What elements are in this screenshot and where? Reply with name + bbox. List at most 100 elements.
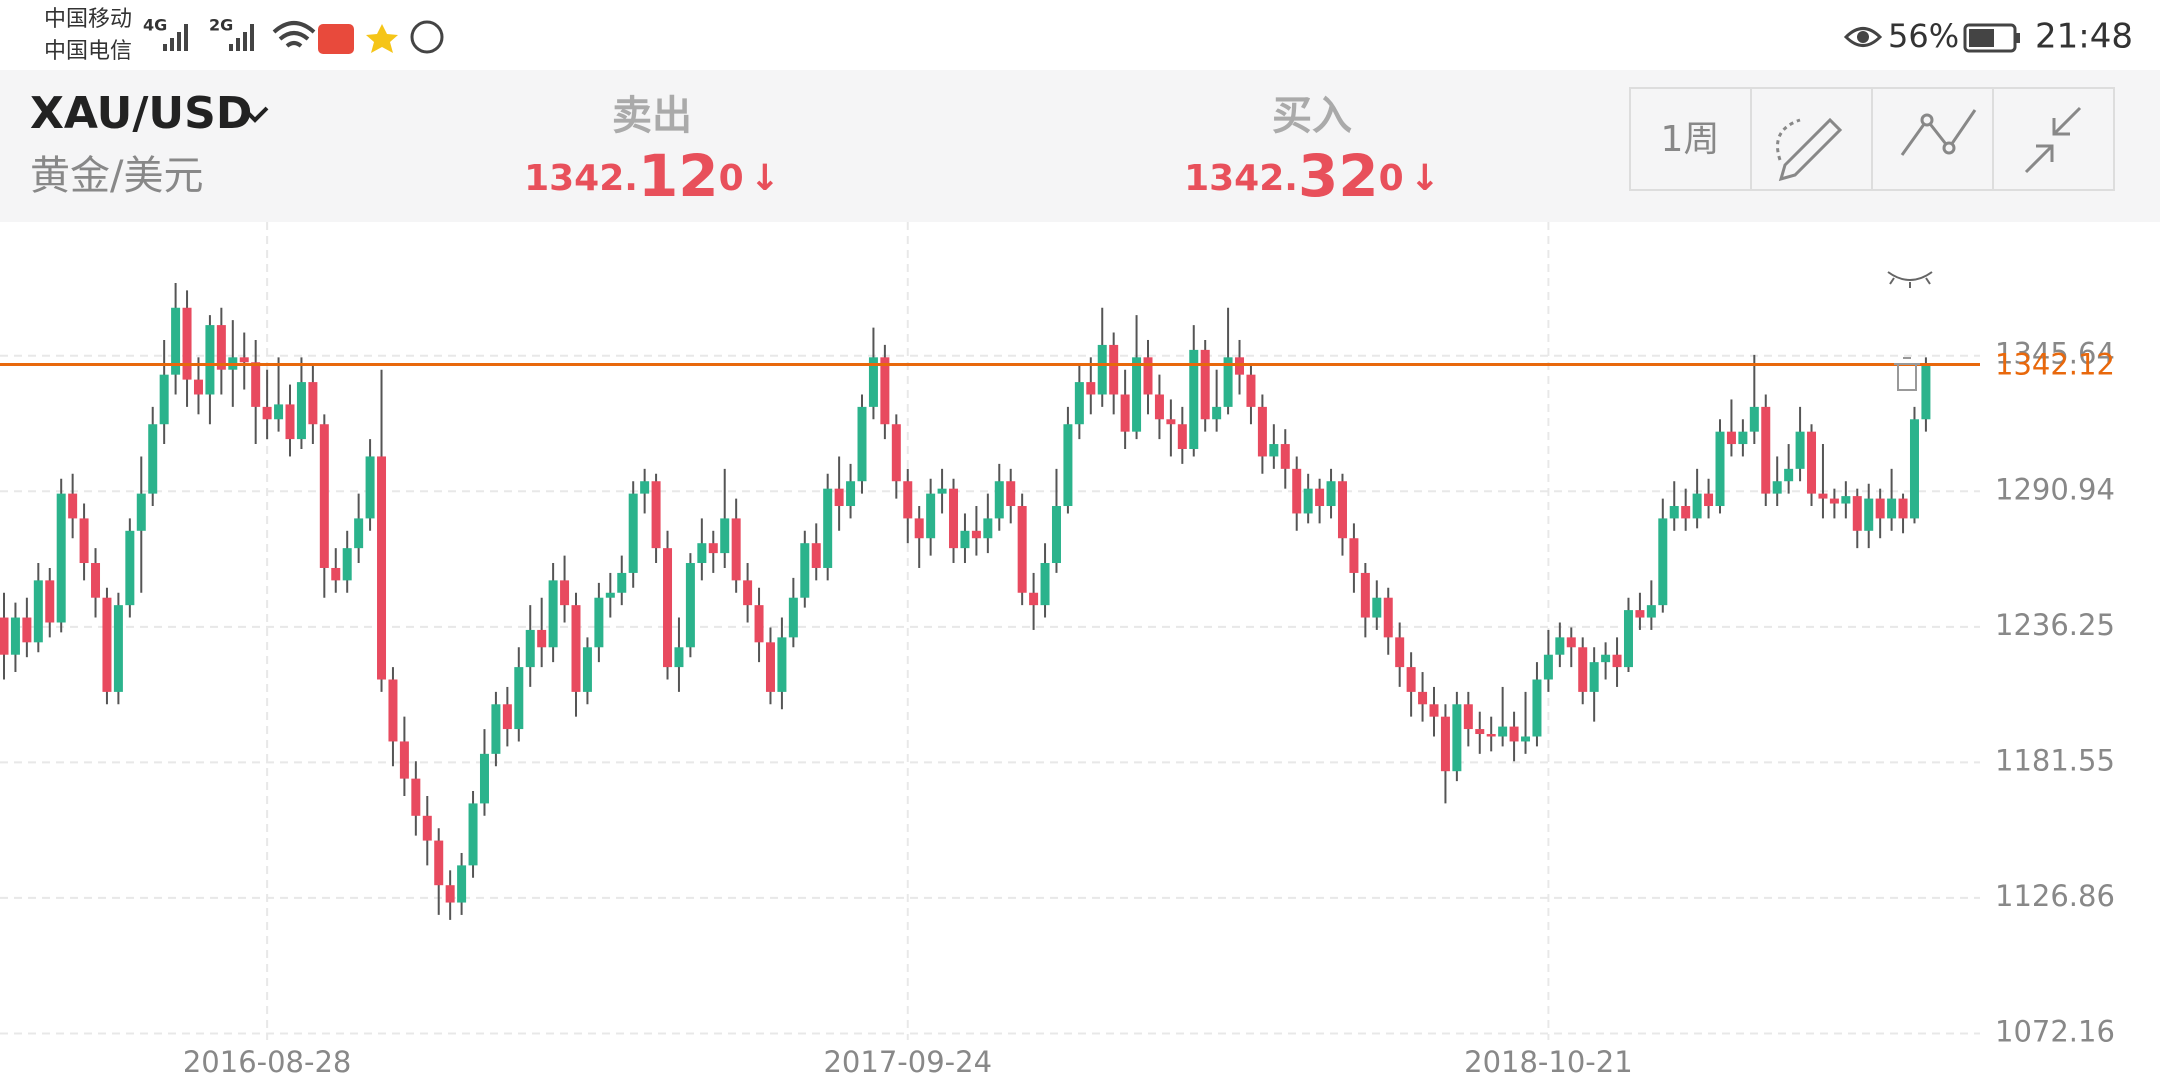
candle-body — [182, 307, 192, 380]
candle-body — [914, 518, 924, 539]
candle-body — [308, 382, 318, 425]
y-tick-label: 1290.94 — [1995, 472, 2115, 506]
candle-body — [1909, 419, 1919, 519]
candle-body — [537, 629, 547, 648]
candle-body — [239, 357, 249, 363]
candle-body — [1383, 597, 1393, 638]
candle-body — [674, 647, 684, 668]
candle-body — [1189, 349, 1199, 450]
candle-body — [365, 456, 375, 519]
x-tick-label: 2017-09-24 — [823, 1045, 992, 1079]
candle-body — [1337, 481, 1347, 539]
candle-body — [1257, 406, 1267, 457]
carrier: 中国移动 — [44, 7, 132, 32]
candle-body — [1406, 667, 1416, 692]
candle-body — [422, 815, 432, 841]
candle-body — [434, 840, 444, 886]
candle-body — [22, 617, 32, 643]
candle-body — [1418, 691, 1428, 705]
symbol-name: 黄金/美元 — [30, 153, 203, 199]
candle-body — [125, 530, 135, 606]
candle-body — [1132, 357, 1142, 432]
sell-label: 卖出 — [612, 93, 692, 139]
candle-body — [1120, 394, 1130, 432]
candle-body — [697, 543, 707, 564]
candle-body — [1303, 488, 1313, 514]
candle-body — [1543, 654, 1553, 680]
candle-body — [1292, 468, 1302, 514]
candle-body — [1029, 592, 1039, 606]
wifi-icon — [272, 21, 316, 48]
candle-body — [113, 605, 123, 692]
candle-body — [1852, 496, 1862, 531]
candle-body — [1509, 726, 1519, 742]
indicator-button[interactable] — [1900, 109, 1977, 156]
network-type: 2G — [209, 16, 233, 35]
candle-body — [319, 424, 329, 568]
dropdown-arrow[interactable] — [241, 106, 269, 123]
y-tick-label: 1126.86 — [1995, 879, 2115, 913]
candle-body — [1635, 610, 1645, 618]
candle-body — [1109, 344, 1119, 395]
network-type: 4G — [143, 16, 167, 35]
price-part: 0 — [1379, 158, 1404, 199]
candle-body — [1566, 637, 1576, 648]
x-tick-label: 2016-08-28 — [183, 1045, 352, 1079]
symbol[interactable]: XAU/USD — [30, 88, 252, 139]
candle-body — [949, 488, 959, 549]
period-button[interactable]: 1周 — [1661, 119, 1720, 160]
candle-body — [159, 374, 169, 425]
candle-body — [1623, 610, 1633, 668]
candle-body — [743, 580, 753, 606]
candle-body — [262, 406, 272, 420]
y-tick-label: 1345.64 — [1995, 337, 2115, 371]
candle-body — [171, 307, 181, 375]
collapse-button[interactable] — [2024, 106, 2082, 174]
candle-body — [1223, 357, 1233, 407]
candle-body — [800, 543, 810, 598]
candle-body — [1440, 716, 1450, 772]
candle-body — [56, 493, 66, 623]
delete-icon[interactable] — [1894, 357, 1920, 391]
candle-body — [1692, 493, 1702, 519]
buy-price[interactable]: 1342.320 ↓ — [1184, 142, 1440, 210]
candle-body — [926, 493, 936, 539]
candle-body — [1429, 704, 1439, 717]
candle-body — [525, 629, 535, 668]
candle-body — [0, 617, 9, 655]
candle-body — [765, 642, 775, 692]
candle-body — [788, 597, 798, 638]
draw-button[interactable] — [1776, 117, 1843, 182]
candle-body — [479, 753, 489, 804]
candle-body — [1280, 444, 1290, 469]
candle-body — [136, 493, 146, 531]
hide-icon[interactable] — [1887, 271, 1933, 288]
candle-body — [1143, 357, 1153, 395]
candle-body — [754, 605, 764, 643]
carrier: 中国电信 — [44, 39, 132, 64]
candle-body — [354, 518, 364, 549]
candle-body — [1841, 496, 1851, 504]
y-tick-label: 1072.16 — [1995, 1015, 2115, 1049]
candle-body — [1658, 518, 1668, 606]
candle-body — [1040, 563, 1050, 606]
status-bar — [0, 0, 2160, 70]
candle-body — [1612, 654, 1622, 668]
candle-body — [548, 580, 558, 648]
candle-body — [1326, 481, 1336, 507]
candle-body — [491, 704, 501, 754]
candle-body — [663, 548, 673, 668]
candle-body — [708, 543, 718, 554]
candle-body — [1875, 498, 1885, 519]
sell-price[interactable]: 1342.120 ↓ — [524, 142, 780, 210]
price-part: 32 — [1298, 142, 1379, 210]
candle-body — [1726, 431, 1736, 445]
candle-body — [1715, 431, 1725, 507]
candle-body — [1555, 637, 1565, 655]
candle-body — [1235, 357, 1245, 375]
candle-body — [628, 493, 638, 573]
candle-body — [1646, 605, 1656, 618]
candle-body — [1589, 662, 1599, 692]
candle-body — [331, 567, 341, 581]
